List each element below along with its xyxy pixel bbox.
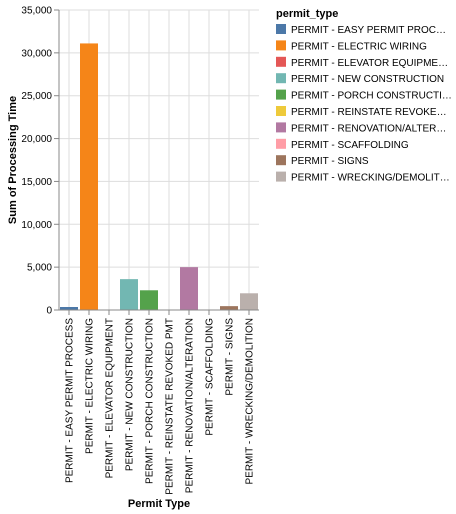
legend-label: PERMIT - EASY PERMIT PROC… — [291, 25, 446, 36]
x-tick-label: PERMIT - REINSTATE REVOKED PMT — [165, 318, 176, 495]
legend-swatch — [276, 73, 286, 84]
legend-swatch — [276, 122, 286, 133]
legend-label: PERMIT - WRECKING/DEMOLIT… — [291, 173, 450, 184]
y-tick-label: 30,000 — [21, 48, 52, 59]
bar — [80, 43, 98, 311]
legend-label: PERMIT - ELECTRIC WIRING — [291, 41, 427, 52]
legend-label: PERMIT - RENOVATION/ALTER… — [291, 123, 446, 134]
legend-label: PERMIT - REINSTATE REVOKE… — [291, 107, 447, 118]
x-tick-label: PERMIT - SCAFFOLDING — [205, 318, 216, 436]
bars — [60, 43, 258, 311]
legend-swatch — [276, 171, 286, 182]
bar — [120, 279, 138, 310]
legend-label: PERMIT - NEW CONSTRUCTION — [291, 74, 444, 85]
y-tick-label: 0 — [46, 306, 52, 317]
y-axis-title: Sum of Processing Time — [7, 96, 19, 224]
bar — [140, 290, 158, 310]
legend-label: PERMIT - SIGNS — [291, 156, 369, 167]
legend: permit_type PERMIT - EASY PERMIT PROC… PE… — [276, 8, 452, 184]
bar — [220, 306, 238, 310]
legend-swatch — [276, 155, 286, 166]
x-tick-label: PERMIT - NEW CONSTRUCTION — [125, 318, 136, 471]
x-tick-label: PERMIT - WRECKING/DEMOLITION — [245, 318, 256, 485]
legend-swatch — [276, 89, 286, 100]
x-tick-label: PERMIT - ELEVATOR EQUIPMENT — [105, 318, 116, 478]
y-tick-label: 20,000 — [21, 134, 52, 145]
x-tick-label: PERMIT - RENOVATION/ALTERATION — [185, 318, 196, 493]
x-tick-label: PERMIT - PORCH CONSTRUCTION — [145, 318, 156, 484]
legend-label: PERMIT - PORCH CONSTRUCTI… — [291, 91, 452, 102]
bar — [240, 293, 258, 310]
legend-swatch — [276, 106, 286, 116]
y-tick-label: 15,000 — [21, 177, 52, 188]
legend-swatch — [276, 40, 286, 51]
x-tick-label: PERMIT - ELECTRIC WIRING — [85, 318, 96, 454]
x-axis-title: Permit Type — [128, 498, 190, 510]
bar — [60, 307, 78, 310]
legend-label: PERMIT - ELEVATOR EQUIPME… — [291, 58, 448, 69]
legend-swatch — [276, 56, 286, 67]
x-tick-label: PERMIT - SIGNS — [225, 318, 236, 396]
y-tick-label: 5,000 — [27, 263, 52, 274]
axes: 0 5,000 10,000 15,000 20,000 25,000 30,000 35,0… — [21, 6, 259, 495]
y-tick-label: 35,000 — [21, 6, 52, 17]
y-tick-label: 25,000 — [21, 91, 52, 102]
legend-swatch — [276, 138, 286, 149]
legend-label: PERMIT - SCAFFOLDING — [291, 140, 409, 151]
y-tick-label: 10,000 — [21, 220, 52, 231]
bar — [180, 267, 198, 310]
legend-title: permit_type — [276, 8, 338, 20]
legend-swatch — [276, 24, 286, 34]
x-tick-label: PERMIT - EASY PERMIT PROCESS — [65, 318, 76, 483]
